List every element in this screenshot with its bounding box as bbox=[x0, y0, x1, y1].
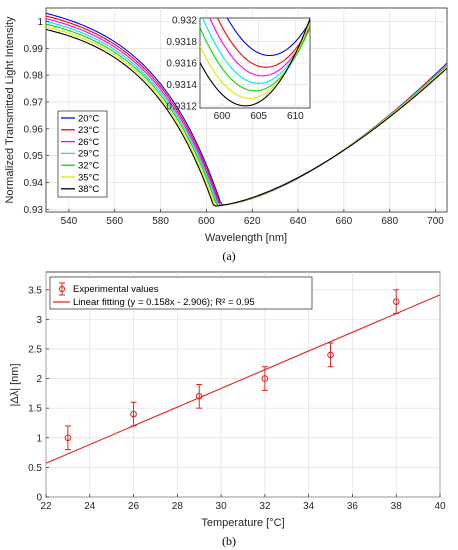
data-point bbox=[64, 425, 72, 451]
panel-b-legend-box bbox=[49, 276, 313, 310]
panel-a-legend: 20°C23°C26°C29°C32°C35°C38°C bbox=[57, 110, 108, 198]
panel-a-x-tick-label: 700 bbox=[427, 216, 444, 227]
inset-y-ticks: 0.9312 0.9314 0.9316 0.9318 0.932 bbox=[166, 16, 197, 113]
data-marker bbox=[392, 298, 400, 305]
inset-curves bbox=[200, 18, 310, 107]
panel-a-y-tick-label: 0.94 bbox=[24, 178, 44, 189]
legend-label-2: 26°C bbox=[78, 137, 99, 148]
panel-a-y-ticks: 0.93 0.94 0.95 0.96 0.97 0.98 0.99 1 bbox=[24, 17, 49, 216]
panel-a-x-axis-label: Wavelength [nm] bbox=[205, 232, 287, 244]
panel-a-y-tick-label: 0.99 bbox=[24, 44, 44, 55]
legend-label-5: 35°C bbox=[78, 172, 99, 183]
panel-a-x-tick-label: 580 bbox=[152, 216, 169, 227]
legend-experimental-marker bbox=[58, 282, 66, 296]
panel-b-x-tick-label: 26 bbox=[128, 501, 140, 512]
panel-a-x-tick-label: 680 bbox=[381, 216, 398, 227]
panel-b-x-tick-label: 32 bbox=[259, 501, 271, 512]
inset-curve-2 bbox=[209, 18, 310, 77]
inset-curve-1 bbox=[216, 18, 310, 68]
panel-a-y-tick-label: 0.98 bbox=[24, 71, 44, 82]
panel-b-x-tick-label: 34 bbox=[303, 501, 315, 512]
legend-label-3: 29°C bbox=[78, 149, 99, 160]
data-point bbox=[392, 289, 400, 314]
inset-curve-6 bbox=[200, 18, 310, 107]
panel-b-y-axis-label: |Δλ| [nm] bbox=[9, 363, 21, 406]
panel-a-x-tick-label: 600 bbox=[198, 216, 215, 227]
data-marker bbox=[64, 434, 72, 442]
panel-b-x-tick-label: 38 bbox=[391, 501, 403, 512]
panel-b-x-axis-label: Temperature [°C] bbox=[201, 517, 284, 529]
panel-b-y-tick-label: 0 bbox=[36, 493, 42, 504]
data-marker bbox=[327, 351, 334, 359]
panel-a-x-tick-label: 640 bbox=[290, 216, 307, 227]
panel-b-x-ticks: 22 24 26 28 30 32 34 36 38 40 bbox=[40, 494, 446, 512]
panel-b-fit-line bbox=[45, 294, 441, 464]
data-marker bbox=[261, 375, 269, 382]
panel-a-inset: 600 605 610 0.9312 0.9314 0.9316 0.9318 0.932 bbox=[166, 16, 311, 122]
panel-a-y-axis-label: Normalized Transmitted Light Intensity bbox=[4, 16, 16, 204]
panel-a-x-tick-label: 540 bbox=[61, 216, 78, 227]
curve-6 bbox=[46, 28, 447, 207]
panel-a-chart: 540 560 580 600 620 640 660 680 700 0.93 0.94 0.95… bbox=[4, 7, 448, 263]
inset-curve-0 bbox=[226, 18, 310, 57]
panel-b-grid bbox=[45, 272, 441, 498]
data-marker bbox=[130, 410, 137, 418]
panel-a-y-tick-label: 0.96 bbox=[24, 124, 44, 135]
panel-a-y-tick-label: 1 bbox=[37, 17, 43, 28]
legend-label-6: 38°C bbox=[78, 184, 99, 195]
legend-label-4: 32°C bbox=[78, 161, 99, 172]
inset-y-tick-label: 0.9314 bbox=[166, 80, 197, 91]
panel-b-y-tick-label: 3.5 bbox=[28, 285, 42, 296]
panel-b-y-tick-label: 1.5 bbox=[28, 404, 42, 415]
legend-label-0: 20°C bbox=[78, 113, 99, 124]
panel-a-x-tick-label: 660 bbox=[336, 216, 353, 227]
panel-b-y-tick-label: 2.5 bbox=[28, 344, 42, 355]
panel-b-y-tick-label: 2 bbox=[36, 374, 42, 385]
panel-b-x-tick-label: 24 bbox=[84, 501, 96, 512]
panel-b-label: (b) bbox=[222, 534, 236, 548]
panel-b-y-tick-label: 3 bbox=[36, 315, 42, 326]
inset-x-tick-label: 610 bbox=[287, 111, 304, 122]
data-marker bbox=[195, 393, 203, 400]
legend-fit-label: Linear fitting (y = 0.158x - 2.906); R² … bbox=[73, 297, 255, 308]
inset-x-tick-label: 600 bbox=[214, 111, 231, 122]
legend-label-1: 23°C bbox=[78, 125, 99, 136]
panel-b-plot-area bbox=[45, 271, 441, 498]
inset-y-tick-label: 0.9318 bbox=[166, 37, 197, 48]
panel-a-x-ticks: 540 560 580 600 620 640 660 680 700 bbox=[61, 209, 444, 227]
data-point bbox=[261, 366, 269, 391]
panel-b-y-ticks: 0 0.5 1 1.5 2 2.5 3 3.5 bbox=[28, 285, 49, 504]
inset-y-tick-label: 0.9312 bbox=[166, 101, 197, 112]
panel-b-x-tick-label: 40 bbox=[434, 501, 446, 512]
fit-line bbox=[45, 294, 441, 464]
inset-x-ticks: 600 605 610 bbox=[214, 111, 304, 122]
panel-b-legend: Experimental values Linear fitting (y = … bbox=[49, 276, 313, 310]
panel-a-label: (a) bbox=[222, 249, 235, 263]
panel-b-x-tick-label: 28 bbox=[172, 501, 184, 512]
panel-a-x-tick-label: 560 bbox=[106, 216, 123, 227]
legend-experimental-label: Experimental values bbox=[73, 284, 159, 295]
panel-b-chart: 22 24 26 28 30 32 34 36 38 40 0 0.5 1 1.5 2 2.5 3 3.5 Te… bbox=[9, 271, 446, 548]
panel-b-points bbox=[64, 289, 400, 451]
panel-a-y-tick-label: 0.93 bbox=[24, 205, 44, 216]
panel-a-x-tick-label: 620 bbox=[244, 216, 261, 227]
panel-a-y-tick-label: 0.95 bbox=[24, 151, 44, 162]
data-point bbox=[195, 384, 203, 409]
panel-b-y-tick-label: 1 bbox=[36, 433, 42, 444]
panel-b-x-tick-label: 36 bbox=[347, 501, 359, 512]
panel-a-y-tick-label: 0.97 bbox=[24, 97, 44, 108]
panel-b-y-tick-label: 0.5 bbox=[28, 463, 42, 474]
data-point bbox=[130, 401, 137, 427]
inset-x-tick-label: 605 bbox=[250, 111, 267, 122]
panel-a-curves bbox=[46, 12, 447, 207]
panel-b-x-tick-label: 22 bbox=[40, 501, 52, 512]
inset-y-tick-label: 0.932 bbox=[172, 16, 197, 27]
inset-y-tick-label: 0.9316 bbox=[166, 59, 197, 70]
panel-b-x-tick-label: 30 bbox=[216, 501, 228, 512]
data-point bbox=[327, 342, 334, 368]
